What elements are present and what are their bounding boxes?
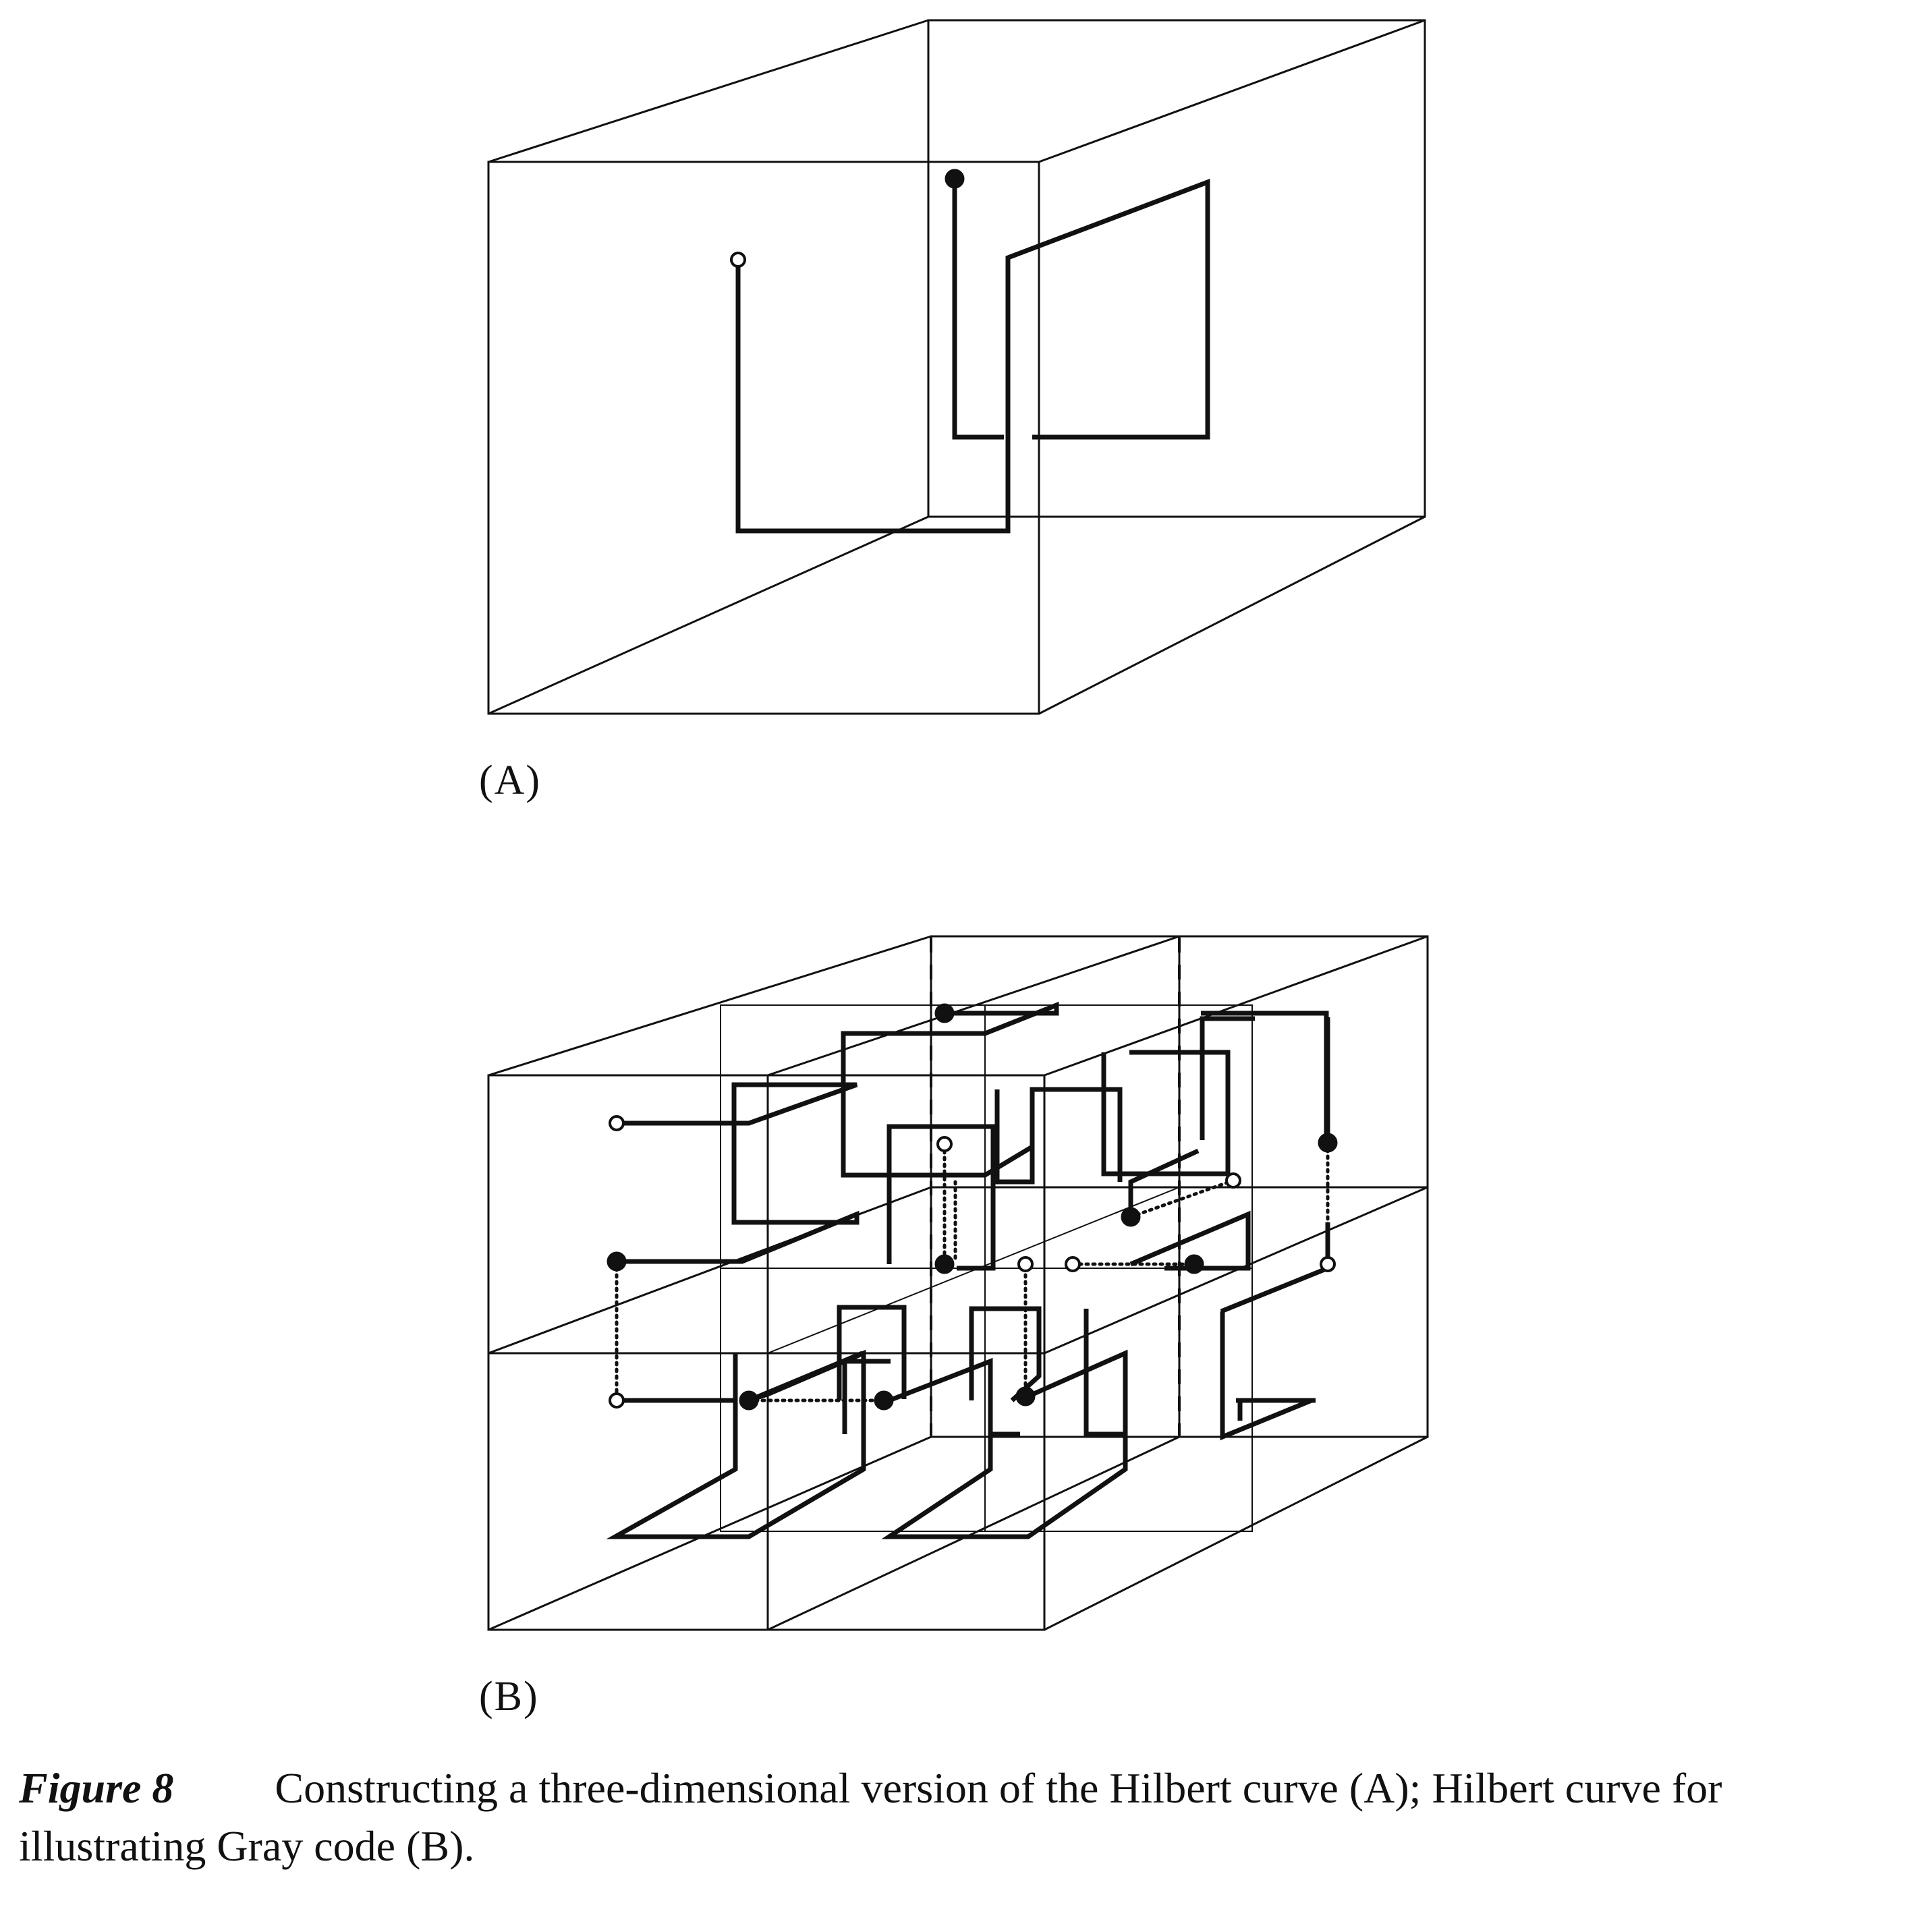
curve-node	[1121, 1207, 1141, 1227]
curve-end-node	[1320, 1256, 1336, 1272]
curve-node	[1065, 1256, 1081, 1272]
panel-a-diagram	[487, 19, 1426, 715]
panel-a-hilbert-curve	[730, 169, 1210, 534]
curve-node	[874, 1390, 894, 1411]
curve-node	[1017, 1256, 1034, 1272]
panel-a-label: (A)	[479, 758, 542, 803]
curve-end-node	[945, 169, 965, 189]
curve-node	[936, 1136, 953, 1152]
curve-node	[934, 1254, 955, 1274]
curve-node	[607, 1251, 627, 1272]
panel-b-label: (B)	[479, 1674, 539, 1720]
figure-caption: Figure 8 Constructing a three-dimensional…	[19, 1759, 1901, 1875]
caption-text: Constructing a three-dimensional version…	[19, 1764, 1722, 1870]
curve-start-node	[730, 252, 746, 268]
curve-start-node	[609, 1115, 625, 1131]
curve-node	[1225, 1172, 1241, 1189]
curve-node	[1318, 1133, 1338, 1153]
panel-b-diagram	[487, 935, 1429, 1631]
curve-node	[739, 1390, 759, 1411]
panel-a-cube-frame	[487, 19, 1426, 715]
figure-number: Figure 8	[19, 1764, 174, 1812]
curve-node	[609, 1392, 625, 1409]
curve-node	[1184, 1254, 1204, 1274]
panel-b-hilbert-curve	[606, 1001, 1338, 1539]
curve-node	[934, 1003, 955, 1023]
curve-node	[1015, 1386, 1036, 1407]
